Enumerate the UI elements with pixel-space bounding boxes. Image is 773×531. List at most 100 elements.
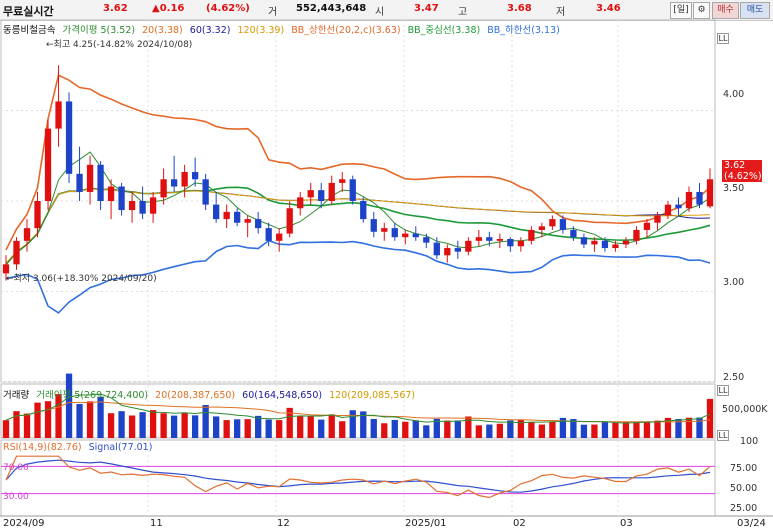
candle-body	[234, 211, 241, 223]
candle-body	[549, 219, 556, 227]
candle-body	[622, 240, 630, 245]
volume-bar	[706, 398, 714, 438]
candle-body	[107, 186, 115, 201]
legend-bb-mid: BB_중심선(3.38)	[407, 25, 481, 36]
candle-body	[444, 248, 451, 256]
volume-bar	[191, 415, 199, 438]
legend-rsi: RSI(14,9)(82.76)	[3, 442, 82, 453]
volume-bar	[454, 420, 461, 438]
candle-body	[297, 197, 304, 209]
price-legend: 동릉비철금속 가격이평 5(3.52) 20(3.38) 60(3.32) 12…	[3, 22, 564, 36]
sell-button[interactable]: 매도	[740, 2, 770, 19]
current-price-tag: 3.62 (4.62%)	[722, 160, 762, 182]
volume-bar	[559, 417, 567, 438]
y-tick-price: 3.50	[723, 183, 745, 194]
panel-toggle-icon[interactable]: LL	[717, 33, 729, 44]
low-annotation: ←최저 3.06(+18.30% 2024/09/20)	[6, 274, 157, 284]
volume-bar	[538, 424, 546, 438]
rsi-signal-line	[5, 459, 711, 493]
volume-bar	[328, 414, 335, 438]
volume-bar	[55, 394, 62, 438]
candle-body	[23, 228, 31, 241]
candle-body	[223, 211, 230, 220]
volume-bar	[360, 411, 367, 438]
volume-legend: 거래량 거래이평 5(269,724,400) 20(208,387,650) …	[3, 387, 419, 401]
y-tick-price: 4.00	[723, 89, 745, 100]
panel-toggle-icon[interactable]: LL	[717, 430, 729, 441]
candle-body	[318, 190, 325, 201]
volume-bar	[486, 424, 493, 438]
legend-vol-ma120: 120(209,085,567)	[329, 390, 416, 401]
buy-button[interactable]: 매수	[712, 2, 739, 19]
candle-body	[486, 237, 493, 241]
x-axis-label: 12	[277, 518, 290, 529]
candle-body	[128, 201, 136, 211]
volume-bar	[580, 424, 588, 438]
legend-vol-ma60: 60(164,548,650)	[242, 390, 323, 401]
volume-bar	[76, 404, 83, 438]
volume-bar	[2, 420, 10, 438]
stock-name: 동릉비철금속	[3, 25, 56, 36]
candle-body	[391, 228, 398, 238]
volume-bar	[276, 420, 283, 438]
volume-bar	[297, 415, 304, 438]
candle-body	[528, 229, 535, 241]
legend-bb-lower: BB_하한선(3.13)	[487, 25, 560, 36]
current-price: 3.62	[103, 3, 128, 14]
candle-body	[633, 229, 640, 241]
volume-bar	[496, 423, 504, 438]
legend-ma60: 60(3.32)	[189, 25, 231, 36]
open-value: 3.47	[414, 3, 439, 14]
candle-body	[465, 240, 472, 252]
legend-bb-upper: BB_상한선(20,2,c)(3.63)	[291, 25, 401, 36]
candle-body	[538, 226, 546, 230]
candle-body	[706, 179, 714, 207]
realtime-mode-label: 무료실시간	[3, 5, 54, 18]
candle-body	[559, 219, 567, 230]
gear-icon[interactable]: ⚙	[693, 2, 710, 19]
candle-body	[612, 244, 619, 249]
candle-body	[685, 191, 693, 209]
candle-body	[286, 208, 293, 234]
rsi-lower-level: 30.00	[3, 492, 29, 502]
price-tag-pct: (4.62%)	[724, 171, 762, 182]
candle-body	[34, 201, 41, 229]
price-change: ▲0.16	[152, 3, 185, 14]
period-day-button[interactable]: [일]	[670, 2, 692, 19]
candle-body	[349, 179, 356, 201]
y-tick-volume: 500,000K	[722, 404, 768, 415]
candle-body	[360, 201, 367, 220]
candle-body	[675, 204, 682, 209]
candle-body	[601, 240, 609, 249]
low-value: 3.46	[596, 3, 621, 14]
candle-body	[643, 222, 651, 230]
volume-bar	[370, 418, 377, 438]
volume-bar	[622, 421, 630, 438]
legend-signal: Signal(77.01)	[88, 442, 153, 453]
bb-upper-line	[5, 74, 711, 251]
candle-body	[580, 237, 588, 245]
high-value: 3.68	[507, 3, 532, 14]
candle-body	[328, 182, 335, 201]
panel-toggle-icon[interactable]: LL	[717, 385, 729, 396]
candle-body	[44, 128, 52, 201]
y-tick-rsi: 100	[740, 436, 759, 447]
volume-bar	[265, 419, 272, 438]
volume-panel-frame	[0, 383, 716, 439]
volume-bar	[402, 421, 409, 438]
volume-bar	[465, 416, 472, 438]
candle-body	[696, 191, 703, 205]
rsi-upper-level: 70.00	[3, 463, 29, 473]
volume-bar	[412, 420, 419, 438]
volume-bar	[685, 417, 693, 438]
candle-body	[475, 237, 482, 241]
candle-body	[423, 237, 430, 243]
volume-bar	[170, 415, 178, 438]
volume-bar	[549, 421, 556, 438]
candle-body	[97, 164, 104, 201]
volume-ma5-line	[5, 393, 711, 424]
legend-vol-ma20: 20(208,387,650)	[155, 390, 236, 401]
volume-bar	[23, 413, 31, 438]
open-label: 시	[375, 7, 385, 18]
